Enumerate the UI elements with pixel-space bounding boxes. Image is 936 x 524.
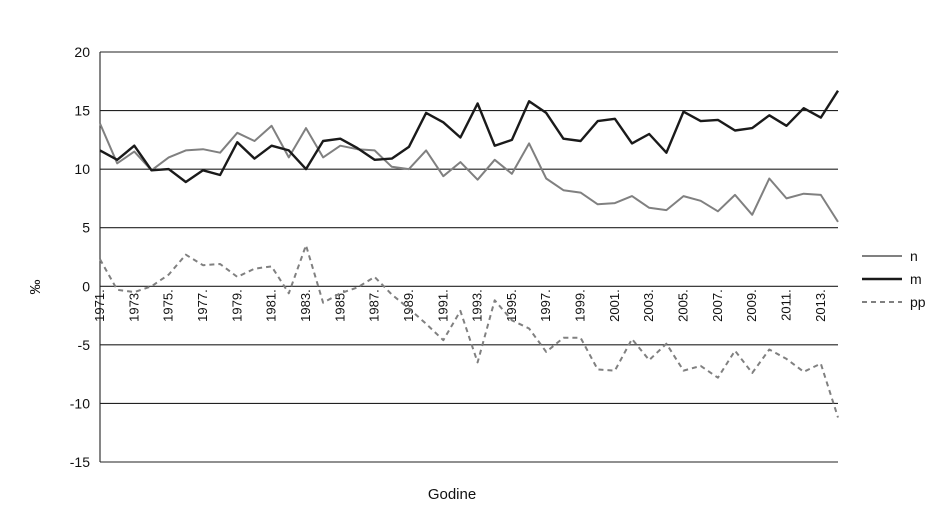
- legend: nm pp: [862, 248, 926, 310]
- series-lines: [99, 90, 840, 418]
- x-tick-label: 2005.: [676, 289, 691, 322]
- legend-label-m: m: [910, 271, 922, 287]
- x-tick-label: 1981.: [264, 289, 279, 322]
- x-tick-label: 1991.: [435, 289, 450, 322]
- x-tick-label: 1987.: [367, 289, 382, 322]
- y-tick-label: -10: [70, 395, 90, 411]
- y-tick-label: -5: [78, 337, 91, 353]
- x-tick-label: 1977.: [195, 289, 210, 322]
- y-tick-label: 10: [74, 161, 90, 177]
- y-tick-label: 20: [74, 44, 90, 60]
- x-tick-label: 1993.: [470, 289, 485, 322]
- series-line-m: [99, 90, 840, 184]
- y-axis-label: ‰: [27, 280, 44, 295]
- series-line-pp: [99, 244, 839, 418]
- y-tick-label: 0: [82, 278, 90, 294]
- y-tick-label: 5: [82, 220, 90, 236]
- x-tick-label: 1999.: [573, 289, 588, 322]
- x-tick-label: 2011.: [779, 289, 794, 321]
- x-tick-label: 1975.: [161, 289, 176, 322]
- series-line-n: [99, 123, 839, 223]
- x-tick-labels: 1971. 1973. 1975. 1977. 1979. 1981. 1983. 1985.…: [92, 289, 828, 322]
- x-tick-label: 2001.: [607, 289, 622, 322]
- x-tick-label: 1973.: [126, 289, 141, 322]
- x-tick-label: 1983.: [298, 289, 313, 322]
- x-tick-label: 1971.: [92, 289, 107, 322]
- y-tick-label: 15: [74, 103, 90, 119]
- x-tick-label: 1989.: [401, 289, 416, 322]
- x-tick-label: 1995.: [504, 289, 519, 322]
- y-tick-label: -15: [70, 454, 90, 470]
- x-tick-label: 2013.: [813, 289, 828, 322]
- x-tick-label: 2003.: [641, 289, 656, 322]
- legend-label-n: n: [910, 248, 918, 264]
- x-axis-label: Godine: [428, 486, 476, 503]
- x-tick-label: 1997.: [538, 289, 553, 322]
- legend-label-pp: pp: [910, 294, 926, 310]
- x-tick-label: 2007.: [710, 289, 725, 322]
- y-tick-labels: 20 15 10 5 0 -5 -10 -15: [70, 44, 90, 470]
- x-tick-label: 1985.: [332, 289, 347, 322]
- x-tick-label: 1979.: [229, 289, 244, 322]
- x-tick-label: 2009.: [744, 289, 759, 322]
